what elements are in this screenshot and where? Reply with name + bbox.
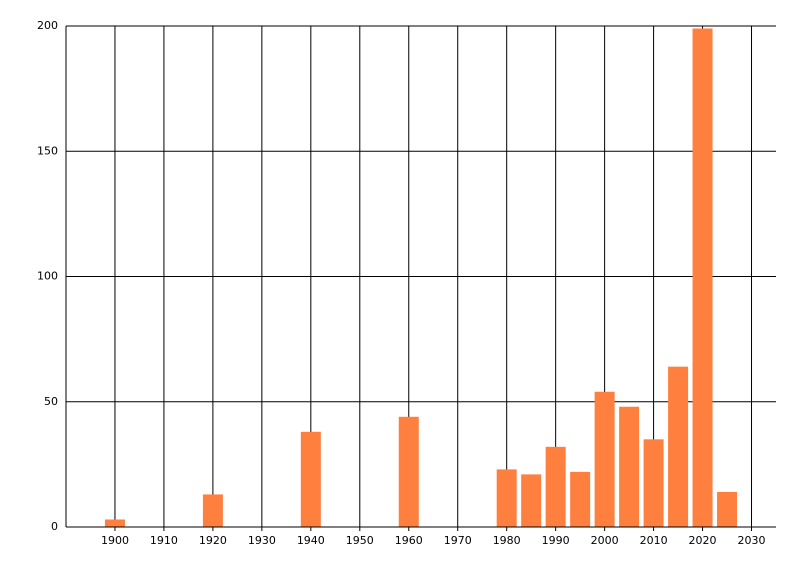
x-tick-label: 1980 [493, 534, 521, 547]
x-tick-label: 1910 [150, 534, 178, 547]
bar [570, 471, 591, 527]
bar [594, 391, 615, 527]
bar [398, 416, 419, 527]
x-tick-label: 2010 [640, 534, 668, 547]
x-tick-label: 1990 [542, 534, 570, 547]
y-tick-label: 100 [37, 270, 58, 283]
bar [104, 519, 125, 527]
y-tick-label: 150 [37, 144, 58, 157]
bar [521, 474, 542, 527]
bar [643, 439, 664, 527]
bar [496, 469, 517, 527]
x-tick-label: 2020 [689, 534, 717, 547]
y-tick-label: 50 [44, 395, 58, 408]
x-tick-label: 1960 [395, 534, 423, 547]
x-tick-label: 1970 [444, 534, 472, 547]
bar [692, 28, 713, 527]
y-tick-label: 200 [37, 19, 58, 32]
x-tick-label: 1920 [199, 534, 227, 547]
x-tick-label: 1940 [297, 534, 325, 547]
x-tick-label: 2000 [591, 534, 619, 547]
x-tick-label: 1900 [101, 534, 129, 547]
x-tick-label: 1930 [248, 534, 276, 547]
bar [619, 406, 640, 527]
bar [668, 366, 689, 527]
bar [717, 491, 738, 527]
y-tick-label: 0 [51, 520, 58, 533]
x-tick-label: 2030 [738, 534, 766, 547]
bar [300, 431, 321, 527]
bar [202, 494, 223, 527]
x-tick-label: 1950 [346, 534, 374, 547]
bar [545, 446, 566, 527]
